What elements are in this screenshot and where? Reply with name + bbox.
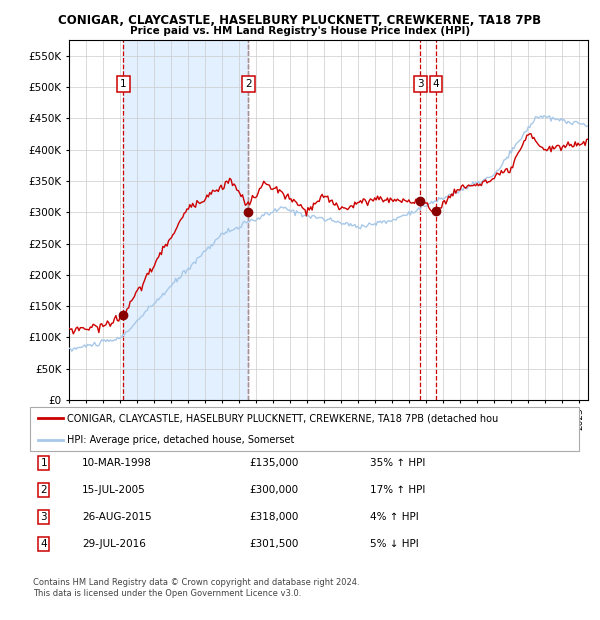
Text: 26-AUG-2015: 26-AUG-2015 bbox=[82, 512, 152, 522]
Text: 15-JUL-2005: 15-JUL-2005 bbox=[82, 485, 146, 495]
FancyBboxPatch shape bbox=[30, 407, 579, 451]
Bar bbox=[123, 40, 248, 400]
Text: CONIGAR, CLAYCASTLE, HASELBURY PLUCKNETT, CREWKERNE, TA18 7PB (detached hou: CONIGAR, CLAYCASTLE, HASELBURY PLUCKNETT… bbox=[67, 414, 499, 423]
Text: 3: 3 bbox=[417, 79, 424, 89]
Text: 3: 3 bbox=[40, 512, 47, 522]
Text: 17% ↑ HPI: 17% ↑ HPI bbox=[370, 485, 426, 495]
Text: 5% ↓ HPI: 5% ↓ HPI bbox=[370, 539, 419, 549]
Text: 2: 2 bbox=[40, 485, 47, 495]
Text: £301,500: £301,500 bbox=[250, 539, 299, 549]
Text: 1: 1 bbox=[40, 458, 47, 468]
Text: Price paid vs. HM Land Registry's House Price Index (HPI): Price paid vs. HM Land Registry's House … bbox=[130, 26, 470, 36]
Text: £300,000: £300,000 bbox=[250, 485, 299, 495]
Text: Contains HM Land Registry data © Crown copyright and database right 2024.: Contains HM Land Registry data © Crown c… bbox=[33, 578, 359, 587]
Text: 4: 4 bbox=[433, 79, 440, 89]
Text: 4% ↑ HPI: 4% ↑ HPI bbox=[370, 512, 419, 522]
Text: 2: 2 bbox=[245, 79, 251, 89]
Text: 4: 4 bbox=[40, 539, 47, 549]
Text: CONIGAR, CLAYCASTLE, HASELBURY PLUCKNETT, CREWKERNE, TA18 7PB: CONIGAR, CLAYCASTLE, HASELBURY PLUCKNETT… bbox=[58, 14, 542, 27]
Text: £135,000: £135,000 bbox=[250, 458, 299, 468]
Text: £318,000: £318,000 bbox=[250, 512, 299, 522]
Text: 10-MAR-1998: 10-MAR-1998 bbox=[82, 458, 152, 468]
Text: 35% ↑ HPI: 35% ↑ HPI bbox=[370, 458, 426, 468]
Text: This data is licensed under the Open Government Licence v3.0.: This data is licensed under the Open Gov… bbox=[33, 589, 301, 598]
Text: 29-JUL-2016: 29-JUL-2016 bbox=[82, 539, 146, 549]
Text: 1: 1 bbox=[120, 79, 127, 89]
Text: HPI: Average price, detached house, Somerset: HPI: Average price, detached house, Some… bbox=[67, 435, 295, 445]
